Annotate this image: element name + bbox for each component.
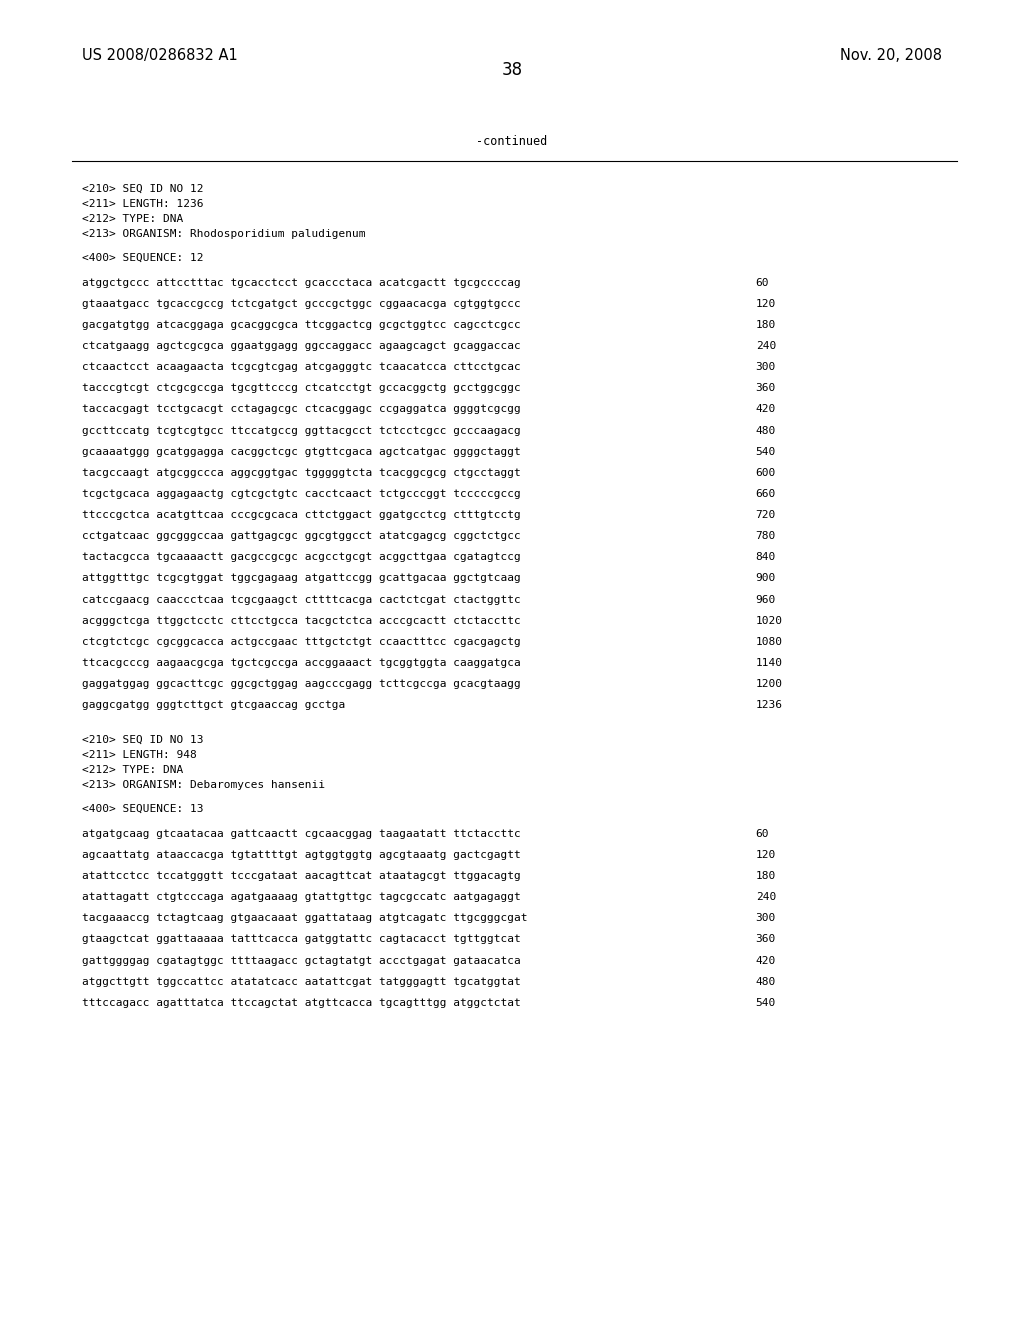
Text: gtaaatgacc tgcaccgccg tctcgatgct gcccgctggc cggaacacga cgtggtgccc: gtaaatgacc tgcaccgccg tctcgatgct gcccgct… <box>82 298 520 309</box>
Text: <212> TYPE: DNA: <212> TYPE: DNA <box>82 214 183 223</box>
Text: 180: 180 <box>756 871 776 882</box>
Text: tcgctgcaca aggagaactg cgtcgctgtc cacctcaact tctgcccggt tcccccgccg: tcgctgcaca aggagaactg cgtcgctgtc cacctca… <box>82 488 520 499</box>
Text: 38: 38 <box>502 61 522 79</box>
Text: gaggcgatgg gggtcttgct gtcgaaccag gcctga: gaggcgatgg gggtcttgct gtcgaaccag gcctga <box>82 700 345 710</box>
Text: gaggatggag ggcacttcgc ggcgctggag aagcccgagg tcttcgccga gcacgtaagg: gaggatggag ggcacttcgc ggcgctggag aagcccg… <box>82 678 520 689</box>
Text: ctcgtctcgc cgcggcacca actgccgaac tttgctctgt ccaactttcc cgacgagctg: ctcgtctcgc cgcggcacca actgccgaac tttgctc… <box>82 636 520 647</box>
Text: <212> TYPE: DNA: <212> TYPE: DNA <box>82 764 183 775</box>
Text: tacccgtcgt ctcgcgccga tgcgttcccg ctcatcctgt gccacggctg gcctggcggc: tacccgtcgt ctcgcgccga tgcgttcccg ctcatcc… <box>82 383 520 393</box>
Text: 60: 60 <box>756 829 769 840</box>
Text: 240: 240 <box>756 892 776 903</box>
Text: 420: 420 <box>756 956 776 966</box>
Text: -continued: -continued <box>476 135 548 148</box>
Text: <400> SEQUENCE: 13: <400> SEQUENCE: 13 <box>82 804 204 813</box>
Text: 540: 540 <box>756 446 776 457</box>
Text: 960: 960 <box>756 594 776 605</box>
Text: tttccagacc agatttatca ttccagctat atgttcacca tgcagtttgg atggctctat: tttccagacc agatttatca ttccagctat atgttca… <box>82 998 520 1008</box>
Text: ctcatgaagg agctcgcgca ggaatggagg ggccaggacc agaagcagct gcaggaccac: ctcatgaagg agctcgcgca ggaatggagg ggccagg… <box>82 341 520 351</box>
Text: atggcttgtt tggccattcc atatatcacc aatattcgat tatgggagtt tgcatggtat: atggcttgtt tggccattcc atatatcacc aatattc… <box>82 977 520 987</box>
Text: 360: 360 <box>756 935 776 945</box>
Text: 300: 300 <box>756 362 776 372</box>
Text: atggctgccc attcctttac tgcacctcct gcaccctaca acatcgactt tgcgccccag: atggctgccc attcctttac tgcacctcct gcaccct… <box>82 277 520 288</box>
Text: 900: 900 <box>756 573 776 583</box>
Text: 300: 300 <box>756 913 776 924</box>
Text: taccacgagt tcctgcacgt cctagagcgc ctcacggagc ccgaggatca ggggtcgcgg: taccacgagt tcctgcacgt cctagagcgc ctcacgg… <box>82 404 520 414</box>
Text: 120: 120 <box>756 850 776 861</box>
Text: attggtttgc tcgcgtggat tggcgagaag atgattccgg gcattgacaa ggctgtcaag: attggtttgc tcgcgtggat tggcgagaag atgattc… <box>82 573 520 583</box>
Text: 540: 540 <box>756 998 776 1008</box>
Text: 1020: 1020 <box>756 615 782 626</box>
Text: 120: 120 <box>756 298 776 309</box>
Text: atgatgcaag gtcaatacaa gattcaactt cgcaacggag taagaatatt ttctaccttc: atgatgcaag gtcaatacaa gattcaactt cgcaacg… <box>82 829 520 840</box>
Text: 1200: 1200 <box>756 678 782 689</box>
Text: 240: 240 <box>756 341 776 351</box>
Text: ttcacgcccg aagaacgcga tgctcgccga accggaaact tgcggtggta caaggatgca: ttcacgcccg aagaacgcga tgctcgccga accggaa… <box>82 657 520 668</box>
Text: gcaaaatggg gcatggagga cacggctcgc gtgttcgaca agctcatgac ggggctaggt: gcaaaatggg gcatggagga cacggctcgc gtgttcg… <box>82 446 520 457</box>
Text: <211> LENGTH: 1236: <211> LENGTH: 1236 <box>82 198 204 209</box>
Text: atattagatt ctgtcccaga agatgaaaag gtattgttgc tagcgccatc aatgagaggt: atattagatt ctgtcccaga agatgaaaag gtattgt… <box>82 892 520 903</box>
Text: 780: 780 <box>756 531 776 541</box>
Text: agcaattatg ataaccacga tgtattttgt agtggtggtg agcgtaaatg gactcgagtt: agcaattatg ataaccacga tgtattttgt agtggtg… <box>82 850 520 861</box>
Text: acgggctcga ttggctcctc cttcctgcca tacgctctca acccgcactt ctctaccttc: acgggctcga ttggctcctc cttcctgcca tacgctc… <box>82 615 520 626</box>
Text: 480: 480 <box>756 977 776 987</box>
Text: 1236: 1236 <box>756 700 782 710</box>
Text: 600: 600 <box>756 467 776 478</box>
Text: tacgccaagt atgcggccca aggcggtgac tgggggtcta tcacggcgcg ctgcctaggt: tacgccaagt atgcggccca aggcggtgac tgggggt… <box>82 467 520 478</box>
Text: <400> SEQUENCE: 12: <400> SEQUENCE: 12 <box>82 252 204 263</box>
Text: 480: 480 <box>756 425 776 436</box>
Text: ttcccgctca acatgttcaa cccgcgcaca cttctggact ggatgcctcg ctttgtcctg: ttcccgctca acatgttcaa cccgcgcaca cttctgg… <box>82 510 520 520</box>
Text: 660: 660 <box>756 488 776 499</box>
Text: <211> LENGTH: 948: <211> LENGTH: 948 <box>82 750 197 759</box>
Text: 1080: 1080 <box>756 636 782 647</box>
Text: 60: 60 <box>756 277 769 288</box>
Text: cctgatcaac ggcgggccaa gattgagcgc ggcgtggcct atatcgagcg cggctctgcc: cctgatcaac ggcgggccaa gattgagcgc ggcgtgg… <box>82 531 520 541</box>
Text: gtaagctcat ggattaaaaa tatttcacca gatggtattc cagtacacct tgttggtcat: gtaagctcat ggattaaaaa tatttcacca gatggta… <box>82 935 520 945</box>
Text: 420: 420 <box>756 404 776 414</box>
Text: catccgaacg caaccctcaa tcgcgaagct cttttcacga cactctcgat ctactggttc: catccgaacg caaccctcaa tcgcgaagct cttttca… <box>82 594 520 605</box>
Text: 840: 840 <box>756 552 776 562</box>
Text: tactacgcca tgcaaaactt gacgccgcgc acgcctgcgt acggcttgaa cgatagtccg: tactacgcca tgcaaaactt gacgccgcgc acgcctg… <box>82 552 520 562</box>
Text: gattggggag cgatagtggc ttttaagacc gctagtatgt accctgagat gataacatca: gattggggag cgatagtggc ttttaagacc gctagta… <box>82 956 520 966</box>
Text: 180: 180 <box>756 319 776 330</box>
Text: US 2008/0286832 A1: US 2008/0286832 A1 <box>82 49 238 63</box>
Text: gccttccatg tcgtcgtgcc ttccatgccg ggttacgcct tctcctcgcc gcccaagacg: gccttccatg tcgtcgtgcc ttccatgccg ggttacg… <box>82 425 520 436</box>
Text: atattcctcc tccatgggtt tcccgataat aacagttcat ataatagcgt ttggacagtg: atattcctcc tccatgggtt tcccgataat aacagtt… <box>82 871 520 882</box>
Text: 1140: 1140 <box>756 657 782 668</box>
Text: <210> SEQ ID NO 13: <210> SEQ ID NO 13 <box>82 734 204 744</box>
Text: tacgaaaccg tctagtcaag gtgaacaaat ggattataag atgtcagatc ttgcgggcgat: tacgaaaccg tctagtcaag gtgaacaaat ggattat… <box>82 913 527 924</box>
Text: Nov. 20, 2008: Nov. 20, 2008 <box>840 49 942 63</box>
Text: 360: 360 <box>756 383 776 393</box>
Text: <213> ORGANISM: Rhodosporidium paludigenum: <213> ORGANISM: Rhodosporidium paludigen… <box>82 228 366 239</box>
Text: gacgatgtgg atcacggaga gcacggcgca ttcggactcg gcgctggtcc cagcctcgcc: gacgatgtgg atcacggaga gcacggcgca ttcggac… <box>82 319 520 330</box>
Text: ctcaactcct acaagaacta tcgcgtcgag atcgagggtc tcaacatcca cttcctgcac: ctcaactcct acaagaacta tcgcgtcgag atcgagg… <box>82 362 520 372</box>
Text: 720: 720 <box>756 510 776 520</box>
Text: <210> SEQ ID NO 12: <210> SEQ ID NO 12 <box>82 183 204 193</box>
Text: <213> ORGANISM: Debaromyces hansenii: <213> ORGANISM: Debaromyces hansenii <box>82 780 325 789</box>
